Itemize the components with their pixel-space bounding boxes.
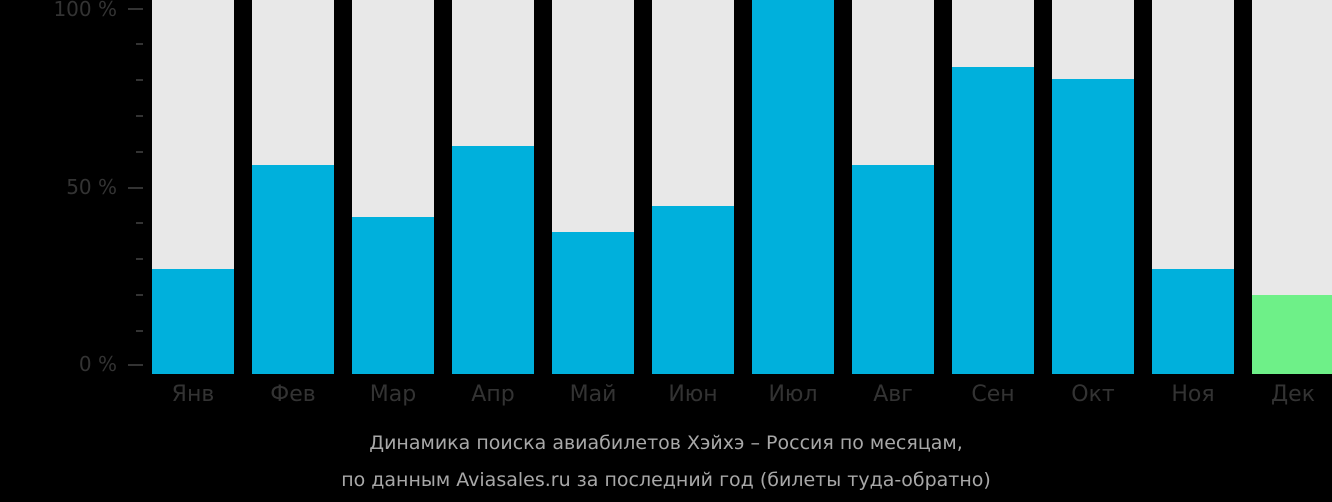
bar-6[interactable] [652,0,734,374]
bar-value-fill [1052,78,1134,374]
x-label: Авг [873,382,913,407]
bar-value-fill [852,164,934,374]
bar-value-fill [752,0,834,374]
x-label: Мар [369,382,417,407]
y-label-50: 50 % [66,175,117,199]
x-label: Янв [171,382,215,407]
x-label: Окт [1071,382,1115,407]
bar-value-fill [952,67,1034,374]
bar-value-fill [552,231,634,374]
bar-10[interactable] [1052,0,1134,374]
y-label-100: 100 % [53,0,117,21]
x-label: Фев [270,382,316,407]
bar-5[interactable] [552,0,634,374]
bar-value-fill [1252,295,1332,374]
x-label: Ноя [1171,382,1215,407]
bar-11[interactable] [1152,0,1234,374]
x-label: Апр [471,382,515,407]
x-label: Май [569,382,617,407]
chart-caption-line-2: по данным Aviasales.ru за последний год … [341,469,991,491]
y-tick-minor [136,43,143,45]
x-label: Дек [1270,382,1315,407]
y-tick-minor [136,294,143,296]
chart-caption-line-1: Динамика поиска авиабилетов Хэйхэ – Росс… [369,432,963,454]
y-label-0: 0 % [78,352,117,376]
x-label: Июл [768,382,818,407]
bar-value-fill [1152,269,1234,374]
bar-value-fill [652,205,734,374]
bar-value-fill [252,164,334,374]
bar-3[interactable] [352,0,434,374]
y-tick-minor [136,115,143,117]
y-tick-minor [136,222,143,224]
y-tick-minor [136,330,143,332]
y-tick-major [128,8,143,10]
y-tick-major [128,187,143,189]
bar-value-fill [452,145,534,374]
bar-7[interactable] [752,0,834,374]
bar-12[interactable] [1252,0,1332,374]
x-label: Июн [668,382,718,407]
x-label: Сен [971,382,1015,407]
bar-value-fill [152,269,234,374]
bar-2[interactable] [252,0,334,374]
bar-9[interactable] [952,0,1034,374]
y-tick-minor [136,79,143,81]
bar-1[interactable] [152,0,234,374]
y-tick-minor [136,151,143,153]
bar-value-fill [352,216,434,374]
bar-8[interactable] [852,0,934,374]
y-tick-major [128,364,143,366]
bar-4[interactable] [452,0,534,374]
y-tick-minor [136,258,143,260]
